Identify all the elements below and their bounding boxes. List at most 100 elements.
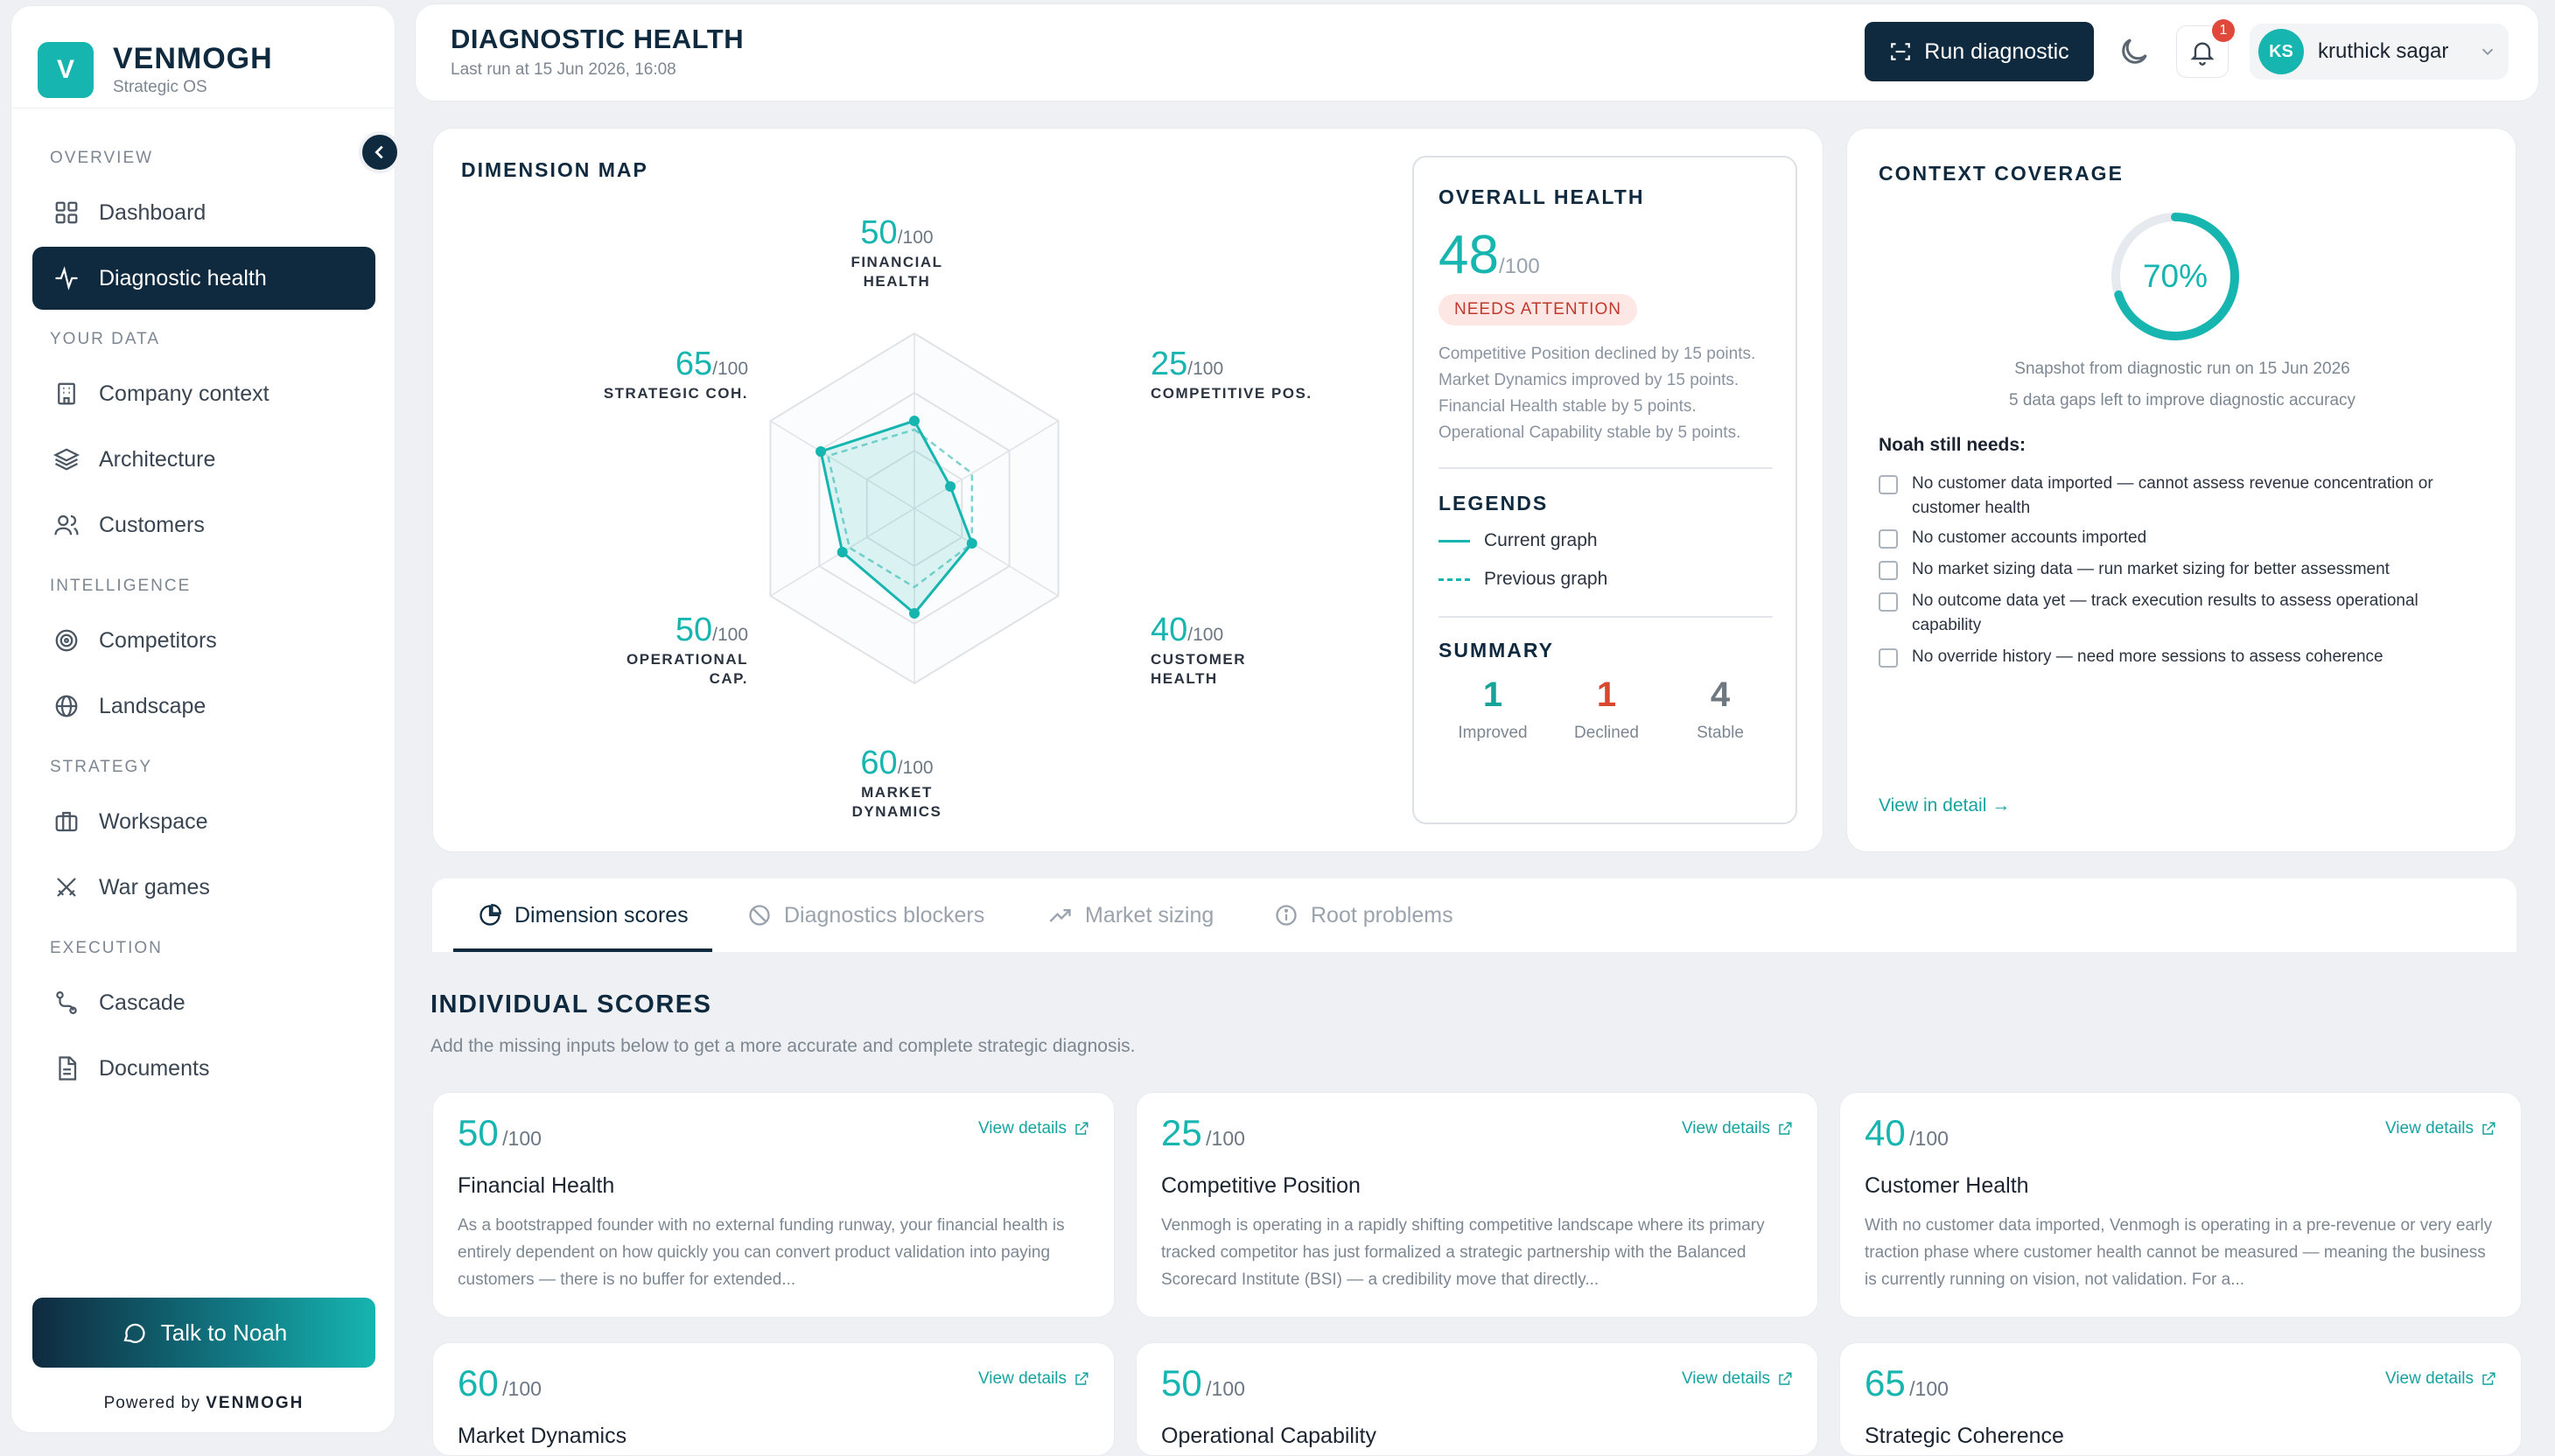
radar-spoke [914,420,1059,509]
view-details-link[interactable]: View details [1682,1369,1793,1389]
overall-title: OVERALL HEALTH [1438,186,1645,208]
card-score-value: 65 [1865,1362,1906,1404]
need-item[interactable]: No customer data imported — cannot asses… [1879,472,2491,521]
sidebar-item-diagnostic-health[interactable]: Diagnostic health [32,247,375,310]
pie-icon [480,904,501,926]
view-details-label: View details [2384,1369,2474,1388]
radar-spoke [914,508,1059,597]
sidebar-item-label: Competitors [99,627,217,653]
card-name: Competitive Position [1161,1173,1361,1198]
trend-icon [1049,909,1071,922]
view-in-detail-link[interactable]: View in detail → [1879,795,2010,816]
sidebar-item-landscape[interactable]: Landscape [32,675,375,738]
radar-point-financial[interactable] [909,416,920,426]
score-card-financial-health[interactable]: 50 /100 View details Financial Health As… [432,1092,1115,1318]
scan-icon [1891,43,1911,60]
view-details-link[interactable]: View details [2385,1119,2496,1138]
radar-point-customer[interactable] [966,538,977,549]
need-item[interactable]: No outcome data yet — track execution re… [1879,589,2491,638]
sidebar-item-documents[interactable]: Documents [32,1037,375,1100]
view-details-link[interactable]: View details [978,1369,1089,1389]
view-details-link[interactable]: View details [1682,1119,1793,1138]
external-link-icon [2482,1122,2496,1135]
brand-subtitle: Strategic OS [113,78,207,96]
score-card-operational-capability[interactable]: 50 /100 View details Operational Capabil… [1136,1342,1818,1456]
legend-current: Current graph [1438,530,1598,551]
summary-value: 1 [1482,676,1503,714]
avatar: KS [2258,29,2304,74]
sidebar-item-competitors[interactable]: Competitors [32,609,375,672]
powered-by: Powered by VENMOGH [11,1394,396,1413]
collapse-sidebar-button[interactable] [359,131,401,173]
score-card-customer-health[interactable]: 40 /100 View details Customer Health Wit… [1839,1092,2522,1318]
score-card-competitive-position[interactable]: 25 /100 View details Competitive Positio… [1136,1092,1818,1318]
moon-icon[interactable] [2117,34,2152,69]
card-score-value: 25 [1161,1112,1202,1153]
dimension-map-title: DIMENSION MAP [461,158,648,181]
need-label: No customer data imported — cannot asses… [1912,474,2433,517]
card-name: Financial Health [458,1173,615,1198]
tab-diagnostics-blockers[interactable]: Diagnostics blockers [747,878,984,952]
snapshot-text: Snapshot from diagnostic run on 15 Jun 2… [2014,360,2350,378]
need-label: No override history — need more sessions… [1912,648,2384,666]
card-score-value: 50 [458,1112,499,1153]
talk-to-noah-button[interactable]: Talk to Noah [32,1298,375,1368]
radar-previous-series [826,428,974,589]
sidebar-item-dashboard[interactable]: Dashboard [32,181,375,244]
score-denominator: /100 [897,228,934,248]
sidebar-item-label: Architecture [99,446,216,472]
sidebar-item-war-games[interactable]: War games [32,856,375,919]
briefcase-icon [55,811,78,832]
user-menu[interactable]: KS kruthick sagar [2250,24,2509,80]
info-icon [1276,905,1297,926]
target-icon [55,629,78,652]
score-card-market-dynamics[interactable]: 60 /100 View details Market Dynamics [432,1342,1115,1456]
view-details-label: View details [1681,1119,1770,1138]
radar-point-strategic[interactable] [816,446,827,457]
tab-dimension-scores[interactable]: Dimension scores [478,878,689,952]
need-item[interactable]: No market sizing data — run market sizin… [1879,557,2491,582]
tab-label: Dimension scores [514,902,689,928]
need-label: No customer accounts imported [1912,528,2147,547]
view-details-link[interactable]: View details [978,1119,1089,1138]
card-score-denominator: /100 [1909,1127,1949,1150]
dim-name: STRATEGIC COH. [603,385,748,402]
checkbox[interactable] [1879,561,1898,580]
need-item[interactable]: No override history — need more sessions… [1879,645,2491,669]
need-label: No market sizing data — run market sizin… [1912,560,2390,578]
sidebar-item-workspace[interactable]: Workspace [32,790,375,853]
user-name: kruthick sagar [2318,39,2449,63]
sidebar-item-label: Landscape [99,693,206,718]
radar-point-competitive[interactable] [945,481,956,492]
sidebar: V VENMOGH Strategic OS OVERVIEW Dashboar… [10,5,396,1433]
sidebar-item-company-context[interactable]: Company context [32,362,375,425]
sidebar-item-architecture[interactable]: Architecture [32,428,375,491]
individual-scores-subtitle: Add the missing inputs below to get a mo… [430,1036,1136,1056]
summary-stable: 4 Stable [1668,676,1773,743]
radar-point-market[interactable] [909,608,920,619]
checkbox[interactable] [1879,648,1898,668]
view-details-link[interactable]: View details [2385,1369,2496,1389]
sidebar-item-cascade[interactable]: Cascade [32,971,375,1034]
summary-improved: 1 Improved [1440,676,1545,743]
legends-title: LEGENDS [1438,492,1549,514]
card-name: Strategic Coherence [1865,1424,2064,1448]
checkbox[interactable] [1879,475,1898,494]
tab-bar: Dimension scores Diagnostics blockers Ma… [432,878,2516,952]
radar-point-operational[interactable] [836,547,848,557]
tab-market-sizing[interactable]: Market sizing [1048,878,1214,952]
run-diagnostic-button[interactable]: Run diagnostic [1865,22,2094,81]
view-details-label: View details [977,1369,1067,1388]
view-details-label: View details [1681,1369,1770,1388]
checkbox[interactable] [1879,529,1898,549]
tab-root-problems[interactable]: Root problems [1274,878,1453,952]
checkbox[interactable] [1879,592,1898,612]
sidebar-item-customers[interactable]: Customers [32,494,375,556]
notifications-button[interactable]: 1 [2176,19,2235,78]
score-card-strategic-coherence[interactable]: 65 /100 View details Strategic Coherence [1839,1342,2522,1456]
card-score: 50 /100 [458,1112,542,1154]
chat-bubble-icon [123,1323,145,1343]
need-item[interactable]: No customer accounts imported [1879,526,2491,550]
brand[interactable]: V VENMOGH Strategic OS [38,31,273,109]
score-value: 60 [860,745,898,781]
